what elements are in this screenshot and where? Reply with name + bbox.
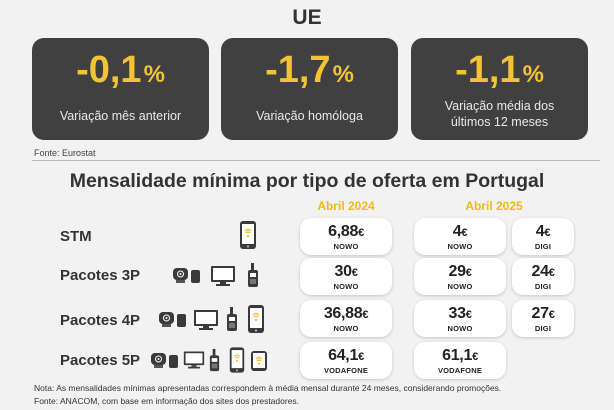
year-header-2025: Abril 2025: [465, 199, 523, 213]
anacom-source: Fonte: ANACOM, com base em informação do…: [34, 396, 300, 406]
section-divider: [32, 160, 600, 161]
fixed-internet-icon: [159, 312, 186, 327]
mobile-phone-icon: [229, 347, 245, 373]
mobile-phone-icon: [251, 351, 267, 371]
kpi-value: -1,7%: [265, 49, 354, 91]
price-cell: 27€ DIGI: [512, 300, 574, 337]
eurostat-source: Fonte: Eurostat: [34, 148, 96, 158]
price-cell: 36,88€ NOWO: [300, 300, 392, 337]
row-label-3p: Pacotes 3P: [60, 267, 141, 284]
kpi-card-month: -0,1% Variação mês anterior: [32, 38, 209, 140]
television-icon: [194, 310, 218, 330]
kpi-label: Variação homóloga: [256, 109, 363, 123]
kpi-value: -1,1%: [455, 49, 544, 91]
fixed-internet-icon: [173, 268, 200, 283]
kpi-label: Variação média dos últimos 12 meses: [444, 99, 555, 129]
price-cell: 30€ NOWO: [300, 258, 392, 295]
price-cell: 64,1€ VODAFONE: [300, 342, 392, 379]
eu-title: UE: [292, 6, 322, 29]
kpi-label: Variação mês anterior: [59, 109, 182, 123]
price-cell: 24€ DIGI: [512, 258, 574, 295]
kpi-value: -0,1%: [76, 49, 165, 91]
television-icon: [211, 266, 235, 286]
television-icon: [183, 351, 205, 369]
year-header-2024: Abril 2024: [317, 199, 375, 213]
kpi-card-year-on-year: -1,7% Variação homóloga: [221, 38, 398, 140]
price-cell: 29€ NOWO: [414, 258, 506, 295]
price-cell: 4€ NOWO: [414, 218, 506, 255]
mobile-phone-icon: [240, 221, 256, 249]
portugal-title: Mensalidade mínima por tipo de oferta em…: [69, 170, 545, 192]
row-label-4p: Pacotes 4P: [60, 312, 141, 329]
price-cell: 33€ NOWO: [414, 300, 506, 337]
fixed-internet-icon: [151, 353, 178, 368]
price-cell: 6,88€ NOWO: [300, 218, 392, 255]
price-cell: 4€ DIGI: [512, 218, 574, 255]
fixed-phone-icon: [227, 307, 237, 331]
price-cell: 61,1€ VODAFONE: [414, 342, 506, 379]
fixed-phone-icon: [209, 348, 220, 372]
fixed-phone-icon: [248, 263, 258, 287]
row-label-5p: Pacotes 5P: [60, 352, 141, 369]
note-text: Nota: As mensalidades mínimas apresentad…: [34, 383, 502, 393]
row-label-stm: STM: [60, 228, 92, 245]
kpi-card-12-month-average: -1,1% Variação média dos últimos 12 mese…: [411, 38, 588, 140]
mobile-phone-icon: [248, 305, 264, 333]
